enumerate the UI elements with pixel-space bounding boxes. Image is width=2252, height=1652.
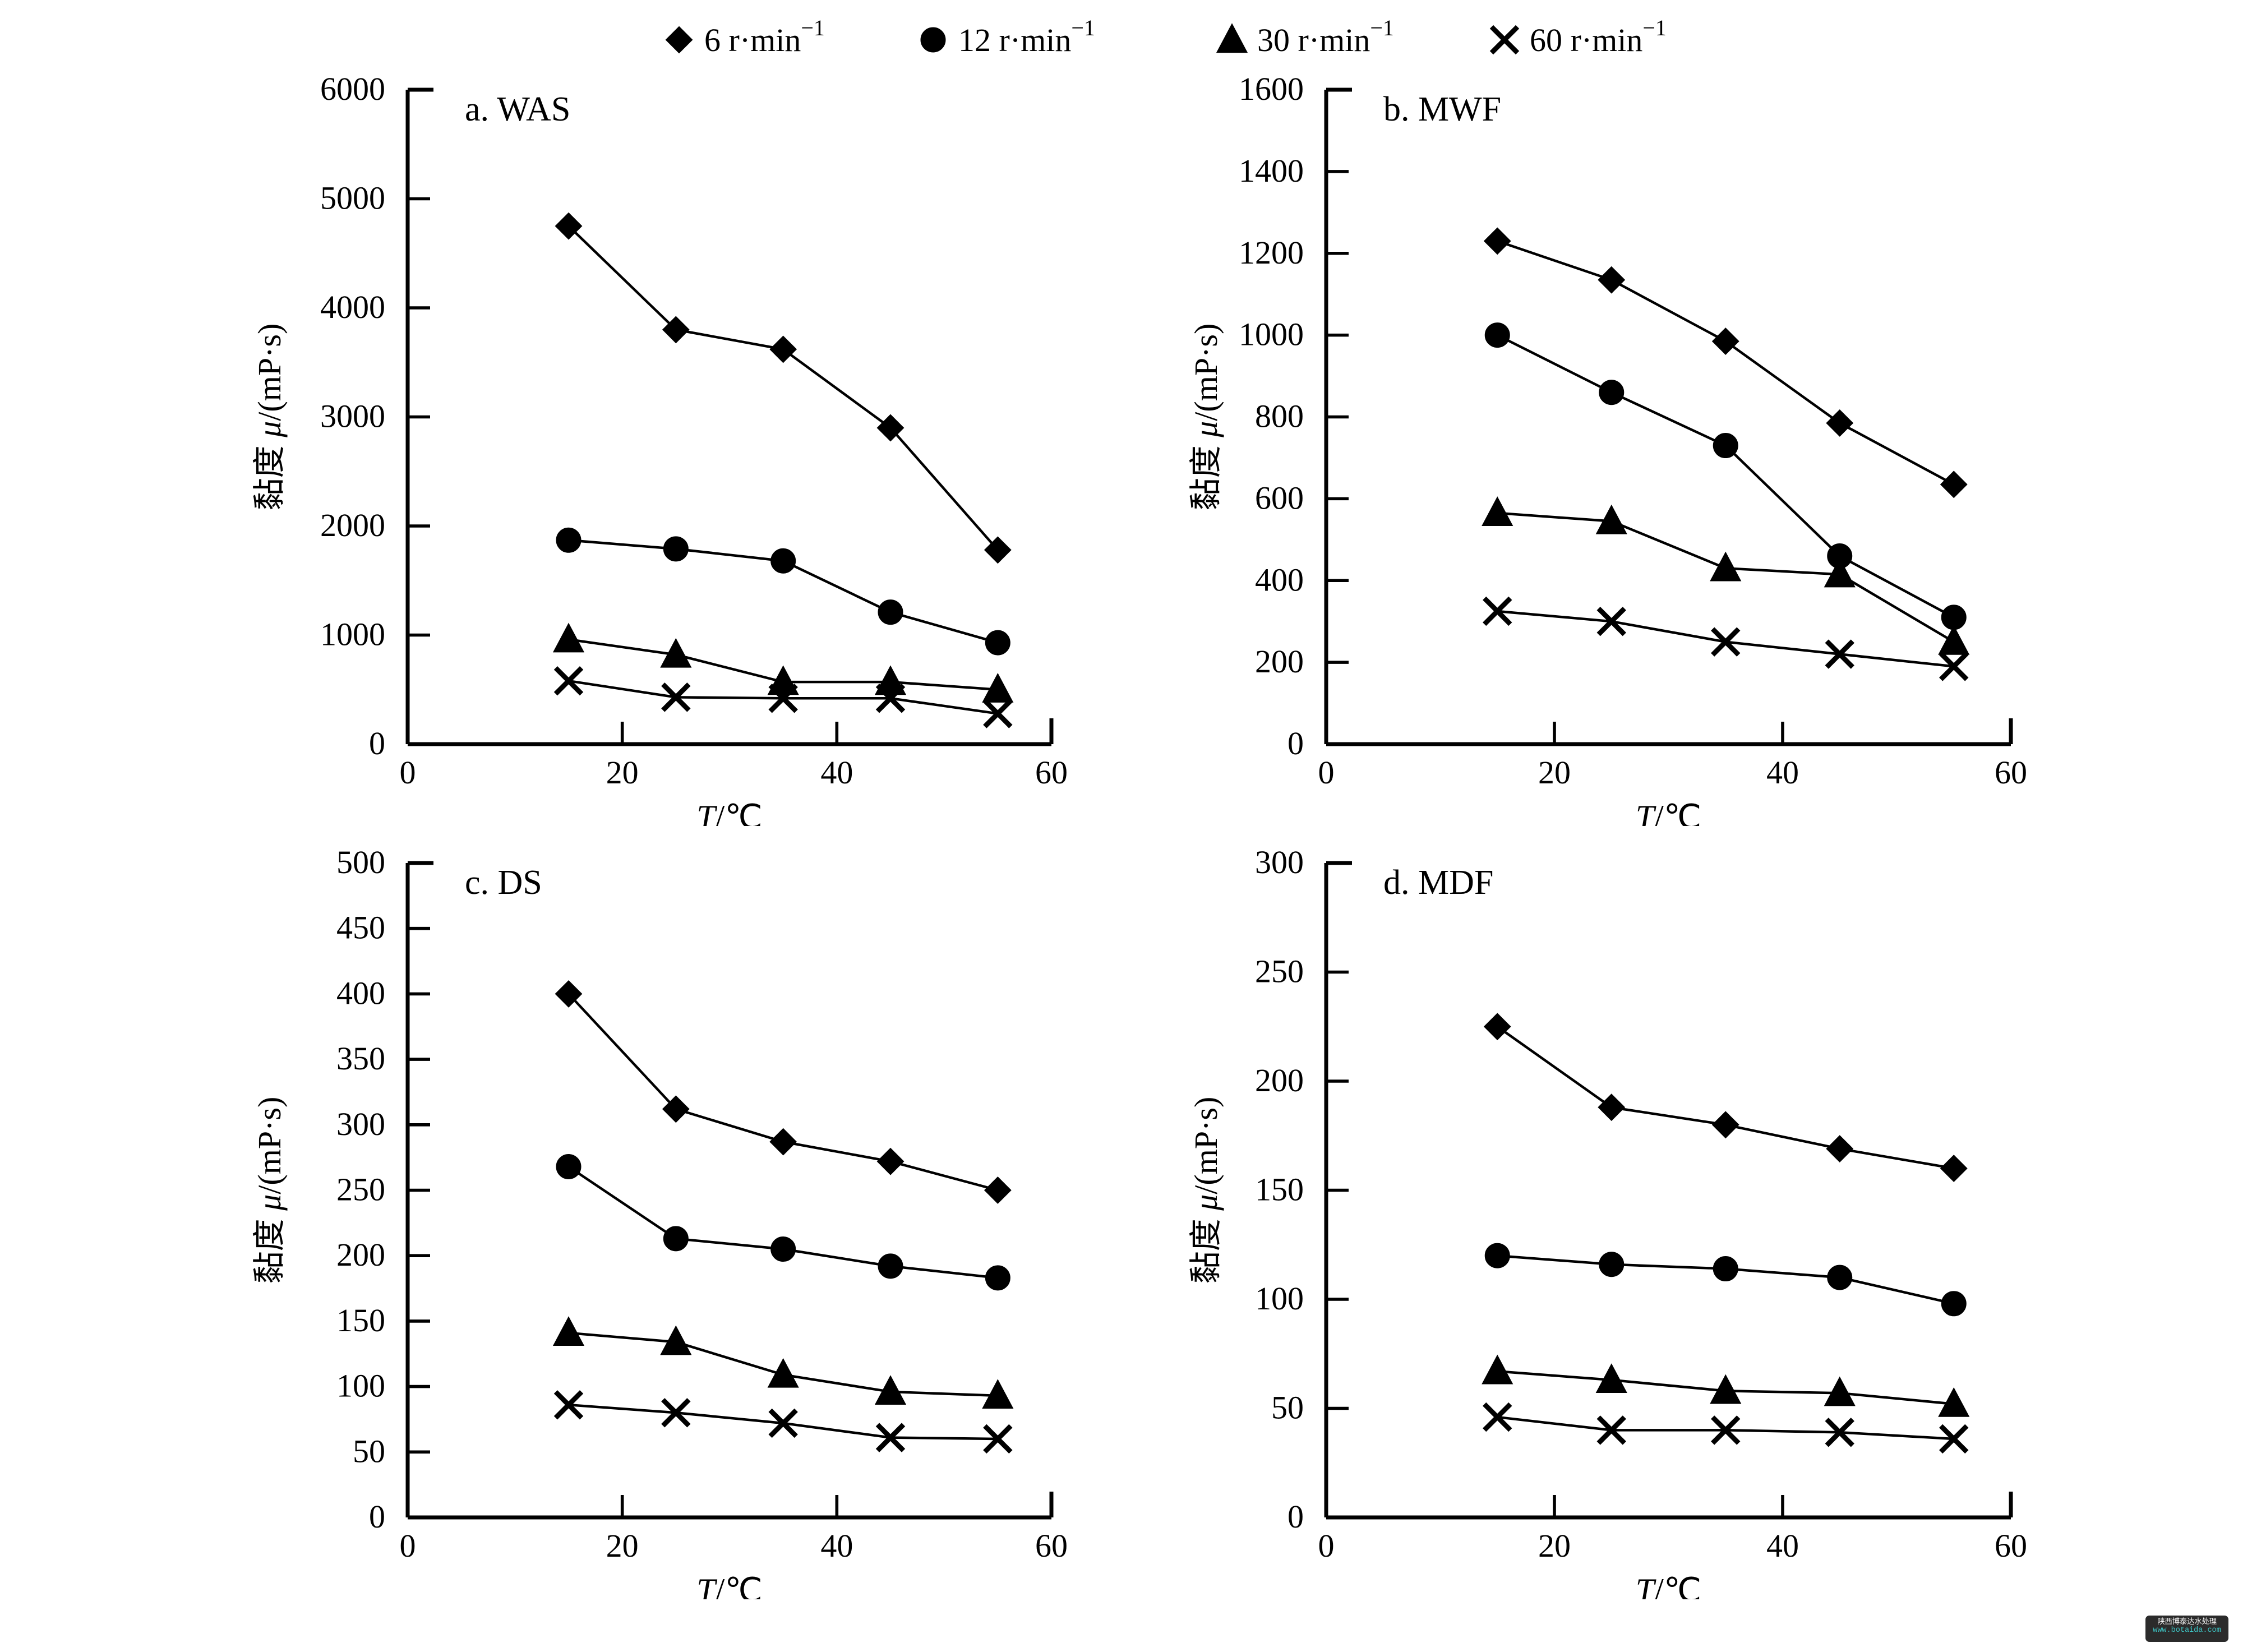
- svg-text:a. WAS: a. WAS: [465, 90, 570, 128]
- svg-text:0: 0: [369, 725, 385, 762]
- svg-text:150: 150: [336, 1302, 385, 1339]
- svg-text:5000: 5000: [320, 180, 385, 216]
- svg-text:400: 400: [336, 975, 385, 1011]
- svg-text:200: 200: [336, 1236, 385, 1273]
- svg-text:250: 250: [336, 1171, 385, 1208]
- svg-text:800: 800: [1255, 398, 1304, 435]
- svg-text:60: 60: [1995, 1528, 2027, 1564]
- svg-text:60 r·min−1: 60 r·min−1: [1530, 15, 1667, 58]
- svg-text:450: 450: [336, 910, 385, 946]
- svg-text:T/℃: T/℃: [696, 1572, 762, 1599]
- svg-text:100: 100: [336, 1368, 385, 1404]
- svg-text:400: 400: [1255, 561, 1304, 598]
- svg-text:4000: 4000: [320, 289, 385, 325]
- svg-text:20: 20: [1538, 1528, 1571, 1564]
- svg-text:30 r·min−1: 30 r·min−1: [1257, 15, 1394, 58]
- svg-text:黏度 μ/(mP·s): 黏度 μ/(mP·s): [251, 1097, 288, 1284]
- svg-text:12 r·min−1: 12 r·min−1: [958, 15, 1095, 58]
- svg-text:500: 500: [336, 844, 385, 880]
- svg-text:100: 100: [1255, 1280, 1304, 1317]
- svg-text:600: 600: [1255, 479, 1304, 516]
- svg-text:40: 40: [820, 1528, 853, 1564]
- svg-text:1000: 1000: [320, 616, 385, 653]
- svg-text:0: 0: [1287, 1498, 1304, 1535]
- svg-text:2000: 2000: [320, 507, 385, 543]
- svg-text:6 r·min−1: 6 r·min−1: [704, 15, 825, 58]
- svg-text:300: 300: [336, 1106, 385, 1142]
- svg-text:黏度 μ/(mP·s): 黏度 μ/(mP·s): [251, 324, 288, 511]
- svg-text:40: 40: [1766, 1528, 1799, 1564]
- svg-text:0: 0: [369, 1498, 385, 1535]
- svg-text:T/℃: T/℃: [1636, 1572, 1701, 1599]
- svg-text:200: 200: [1255, 1062, 1304, 1099]
- svg-text:350: 350: [336, 1040, 385, 1077]
- svg-text:3000: 3000: [320, 398, 385, 435]
- svg-text:黏度 μ/(mP·s): 黏度 μ/(mP·s): [1188, 324, 1224, 511]
- svg-text:250: 250: [1255, 953, 1304, 990]
- svg-text:黏度 μ/(mP·s): 黏度 μ/(mP·s): [1188, 1097, 1224, 1284]
- svg-text:50: 50: [353, 1433, 385, 1469]
- svg-text:1000: 1000: [1239, 316, 1304, 353]
- svg-text:150: 150: [1255, 1171, 1304, 1208]
- svg-text:60: 60: [1035, 1528, 1068, 1564]
- svg-text:1200: 1200: [1239, 234, 1304, 271]
- svg-text:d. MDF: d. MDF: [1383, 864, 1493, 902]
- svg-text:200: 200: [1255, 643, 1304, 680]
- svg-text:b. MWF: b. MWF: [1383, 90, 1501, 128]
- svg-text:c. DS: c. DS: [465, 864, 542, 902]
- svg-text:300: 300: [1255, 844, 1304, 880]
- svg-text:0: 0: [1287, 725, 1304, 762]
- svg-text:1400: 1400: [1239, 153, 1304, 189]
- svg-text:0: 0: [1318, 1528, 1335, 1564]
- svg-text:50: 50: [1271, 1390, 1304, 1426]
- svg-text:20: 20: [606, 1528, 639, 1564]
- svg-text:0: 0: [400, 1528, 416, 1564]
